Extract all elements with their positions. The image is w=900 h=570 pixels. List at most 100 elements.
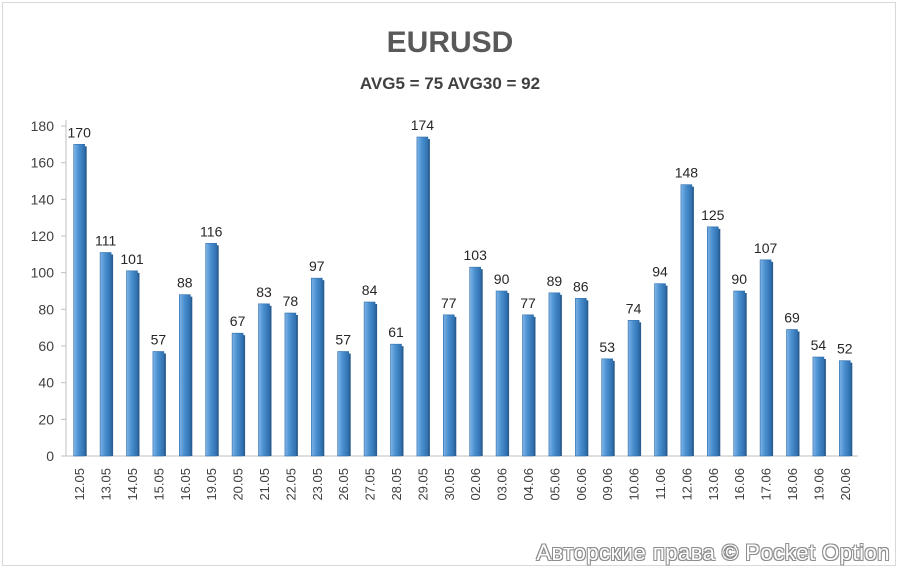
- data-label: 77: [441, 295, 457, 311]
- bar-side: [322, 280, 325, 456]
- data-label: 77: [520, 295, 536, 311]
- x-tick-label: 30.05: [442, 468, 457, 501]
- bar: [838, 360, 851, 457]
- data-label: 53: [599, 339, 615, 355]
- bar-side: [216, 245, 219, 456]
- bar-side: [348, 353, 351, 456]
- bar: [469, 266, 482, 457]
- bar-side: [586, 300, 589, 456]
- bar: [337, 351, 350, 457]
- x-tick-label: 20.06: [838, 468, 853, 501]
- x-tick-label: 28.05: [389, 468, 404, 501]
- data-label: 74: [626, 300, 642, 316]
- bar-side: [84, 146, 87, 457]
- bar: [495, 290, 508, 457]
- bar-side: [163, 353, 166, 456]
- x-tick-label: 04.06: [521, 468, 536, 501]
- y-tick-label: 20: [38, 411, 54, 427]
- bar: [548, 292, 561, 457]
- x-tick-label: 22.05: [283, 468, 298, 501]
- x-tick-label: 18.06: [785, 468, 800, 501]
- bar: [205, 243, 217, 457]
- data-label: 90: [731, 271, 747, 287]
- bar: [231, 332, 244, 457]
- bar-side: [612, 360, 615, 456]
- x-tick-label: 16.06: [732, 468, 747, 501]
- x-tick-label: 20.05: [231, 468, 246, 501]
- bar: [442, 314, 455, 457]
- x-tick-label: 09.06: [600, 468, 615, 501]
- bar: [390, 343, 402, 457]
- bar: [706, 226, 719, 457]
- data-label: 88: [177, 275, 193, 291]
- data-label: 94: [652, 264, 668, 280]
- x-tick-label: 26.05: [336, 468, 351, 501]
- data-label: 170: [68, 124, 92, 140]
- bar-side: [559, 294, 562, 456]
- bar-side: [427, 139, 430, 456]
- x-tick-label: 06.06: [574, 468, 589, 501]
- bar: [73, 144, 85, 457]
- bar-side: [850, 362, 853, 456]
- x-tick-label: 19.05: [204, 468, 219, 501]
- data-label: 101: [120, 251, 144, 267]
- bar-side: [401, 346, 404, 456]
- bar-side: [639, 322, 642, 456]
- bar-side: [718, 228, 721, 456]
- data-label: 52: [837, 341, 853, 357]
- bar-side: [190, 296, 193, 456]
- bar: [416, 136, 429, 457]
- x-tick-label: 13.06: [706, 468, 721, 501]
- bar-side: [744, 293, 747, 456]
- y-tick-label: 160: [31, 155, 55, 171]
- x-tick-label: 19.06: [811, 468, 826, 501]
- data-label: 148: [675, 165, 699, 181]
- x-tick-label: 21.05: [257, 468, 272, 501]
- x-tick-label: 02.06: [468, 468, 483, 501]
- data-label: 57: [151, 332, 167, 348]
- x-tick-label: 10.06: [627, 468, 642, 501]
- x-tick-label: 11.06: [653, 468, 668, 500]
- x-tick-label: 13.05: [99, 468, 114, 501]
- x-tick-label: 12.05: [72, 468, 87, 501]
- bar: [627, 320, 640, 457]
- bar: [126, 270, 138, 457]
- bar-side: [533, 316, 536, 456]
- y-tick-label: 0: [46, 448, 54, 464]
- bar-side: [295, 315, 298, 456]
- x-tick-label: 29.05: [415, 468, 430, 501]
- data-label: 103: [464, 247, 488, 263]
- data-label: 111: [95, 233, 116, 249]
- x-tick-label: 03.06: [495, 468, 510, 501]
- bar: [680, 184, 693, 457]
- data-label: 83: [256, 284, 272, 300]
- x-tick-label: 27.05: [363, 468, 378, 501]
- x-tick-label: 14.05: [125, 468, 140, 501]
- x-tick-label: 23.05: [310, 468, 325, 501]
- bar: [99, 252, 112, 457]
- x-tick-label: 16.05: [178, 468, 193, 501]
- bar: [284, 312, 297, 457]
- y-tick-label: 100: [31, 265, 55, 281]
- bar: [179, 294, 191, 457]
- data-label: 89: [547, 273, 563, 289]
- data-label: 78: [283, 293, 299, 309]
- bar: [601, 358, 614, 457]
- bar-side: [243, 335, 246, 456]
- data-label: 107: [754, 240, 778, 256]
- y-tick-label: 60: [38, 338, 54, 354]
- data-label: 69: [784, 310, 800, 326]
- x-tick-label: 05.06: [547, 468, 562, 501]
- data-label: 174: [411, 117, 435, 133]
- bar: [258, 303, 270, 457]
- data-label: 54: [811, 337, 827, 353]
- y-tick-label: 140: [31, 191, 55, 207]
- bar: [574, 298, 587, 457]
- y-tick-label: 80: [38, 301, 54, 317]
- bar-side: [269, 305, 272, 456]
- data-label: 116: [200, 223, 223, 239]
- x-tick-label: 17.06: [759, 468, 774, 501]
- data-label: 57: [335, 332, 351, 348]
- y-tick-label: 120: [31, 228, 55, 244]
